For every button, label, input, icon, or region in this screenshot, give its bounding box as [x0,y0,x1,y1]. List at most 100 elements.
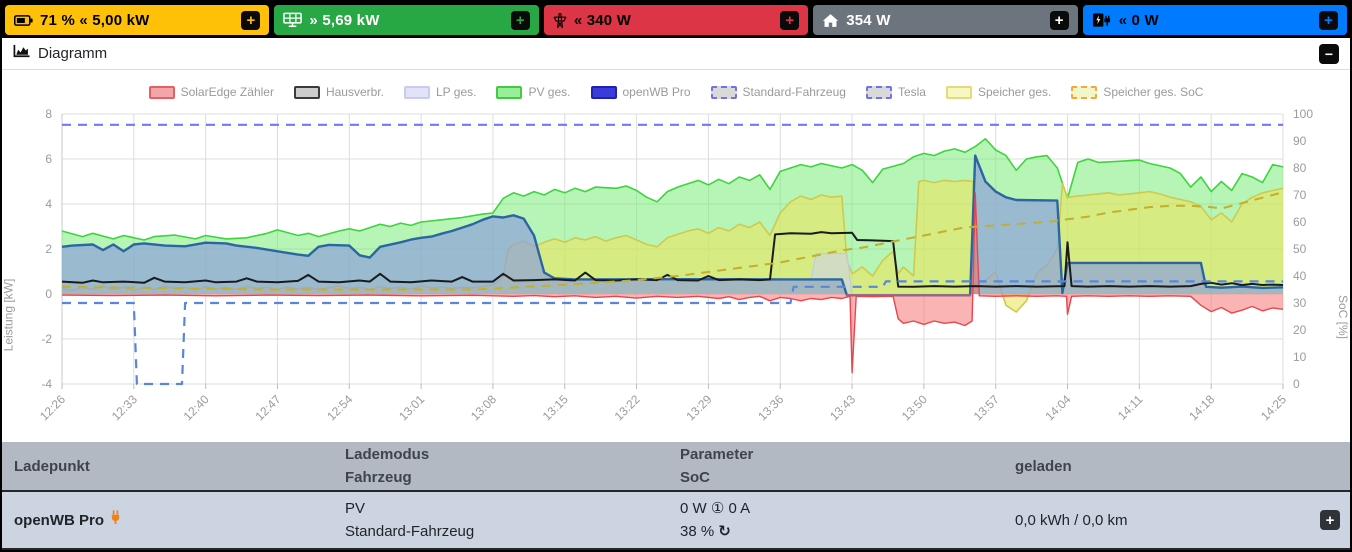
grid-expand-button[interactable]: + [780,10,800,30]
chart-card: SolarEdge Zähler Hausverbr. LP ges. PV ges.… [2,70,1350,438]
plus-icon: + [785,11,795,29]
legend-swatch [945,85,972,99]
legend-label: openWB Pro [622,85,691,99]
x-tick: 12:26 [37,392,68,423]
status-box-battery[interactable]: 71 % « 5,00 kW + [5,5,270,35]
status-bar: 71 % « 5,00 kW + » 5,69 kW + « 340 W + 3… [2,2,1350,38]
plus-icon: + [1325,511,1335,529]
chargepoint-expand-button[interactable]: + [1320,510,1340,530]
legend-label: Hausverbr. [325,85,384,99]
legend-item-1[interactable]: Hausverbr. [293,85,384,99]
legend-label: SolarEdge Zähler [180,85,274,99]
header-parameter-soc: Parameter SoC [680,443,1015,489]
x-tick: 14:04 [1043,392,1074,423]
ev-charger-icon [1092,12,1112,28]
header-soc: SoC [680,469,710,486]
chargepoint-expand-button[interactable]: + [1319,10,1339,30]
legend-item-2[interactable]: LP ges. [403,85,476,99]
chargepoint-name: openWB Pro [14,511,104,529]
y-left-tick: 4 [45,197,52,211]
y-right-tick: 10 [1293,350,1307,364]
series-solaredge-z-hler [61,192,1284,374]
legend-item-5[interactable]: Standard-Fahrzeug [710,85,846,99]
house-icon [822,13,839,28]
legend-item-4[interactable]: openWB Pro [590,85,691,99]
status-box-house[interactable]: 354 W + [813,5,1078,35]
refresh-soc-icon[interactable]: ↻ [718,523,731,540]
house-expand-button[interactable]: + [1049,10,1069,30]
plus-icon: + [1324,11,1333,29]
y-right-tick: 0 [1293,377,1300,391]
plug-icon [110,509,121,532]
x-tick: 13:57 [971,392,1002,423]
y-left-tick: 8 [45,107,52,121]
minus-icon: − [1324,45,1334,62]
status-box-grid[interactable]: « 340 W + [543,5,809,35]
area-chart-icon [13,44,30,63]
collapse-diagram-button[interactable]: − [1319,43,1339,64]
x-tick: 12:40 [181,392,212,423]
series-standard-fahrzeug [62,280,1283,386]
y-right-tick: 60 [1293,215,1307,229]
series-hausverbr- [61,231,1284,288]
chargepoint-name-cell: openWB Pro [14,509,345,532]
y-right-tick: 80 [1293,161,1307,175]
battery-status-label: 71 % « 5,00 kW [40,11,150,29]
legend-item-7[interactable]: Speicher ges. [945,85,1051,99]
legend-item-0[interactable]: SolarEdge Zähler [148,85,274,99]
x-tick: 13:22 [612,392,643,423]
table-header-row: Ladepunkt Lademodus Fahrzeug Parameter S… [2,442,1350,492]
charge-mode: PV [345,500,366,517]
x-tick: 12:54 [324,392,355,423]
legend-label: Speicher ges. SoC [1103,85,1204,99]
y-right-tick: 40 [1293,269,1307,283]
parameter-soc-cell: 0 W ① 0 A 38 % ↻ [680,497,1015,543]
status-box-pv[interactable]: » 5,69 kW + [274,5,539,35]
x-tick: 13:29 [683,392,714,423]
legend-swatch [496,85,523,99]
legend-swatch [293,85,320,99]
plus-icon: + [1054,11,1064,29]
x-tick: 13:08 [468,392,499,423]
x-tick: 13:43 [827,392,858,423]
diagram-panel-header[interactable]: Diagramm − [2,38,1350,70]
x-tick: 12:33 [109,392,140,423]
pylon-icon [553,12,567,29]
legend-swatch [865,85,892,99]
status-box-chargepoint[interactable]: « 0 W + [1082,5,1348,35]
legend-swatch [403,85,430,99]
x-tick: 14:11 [1115,392,1146,423]
chargepoint-table: Ladepunkt Lademodus Fahrzeug Parameter S… [2,442,1350,550]
y-left-tick: -4 [41,377,52,391]
y-right-tick: 50 [1293,242,1307,256]
legend-swatch [148,85,175,99]
battery-icon [14,14,33,27]
x-tick: 14:25 [1258,392,1289,423]
y-left-tick: 2 [45,242,52,256]
y-right-tick: 100 [1293,107,1313,121]
x-tick: 13:01 [396,392,427,423]
charged-cell: 0,0 kWh / 0,0 km [1015,511,1128,529]
series-speicher-ges-soc [61,191,1284,291]
legend-item-3[interactable]: PV ges. [496,85,571,99]
grid-status-label: « 340 W [573,11,632,29]
chargepoint-row[interactable]: openWB Pro PV Standard-Fahrzeug 0 W ① 0 … [2,492,1350,550]
battery-expand-button[interactable]: + [241,10,261,30]
solar-panel-icon [283,12,303,28]
chargepoint-status-label: « 0 W [1118,11,1159,29]
pv-expand-button[interactable]: + [510,10,530,30]
x-tick: 14:18 [1186,392,1217,423]
y-right-tick: 70 [1293,188,1307,202]
legend-label: Standard-Fahrzeug [742,85,846,99]
header-lademodus: Lademodus [345,446,430,463]
legend-item-6[interactable]: Tesla [865,85,926,99]
house-status-label: 354 W [846,11,891,29]
x-tick: 13:15 [540,392,571,423]
panel-title: Diagramm [38,45,108,62]
y-axis-left-title: Leistung [kW] [1,278,16,352]
vehicle-name: Standard-Fahrzeug [345,523,475,540]
legend-item-8[interactable]: Speicher ges. SoC [1071,85,1203,99]
x-tick: 13:50 [899,392,930,423]
